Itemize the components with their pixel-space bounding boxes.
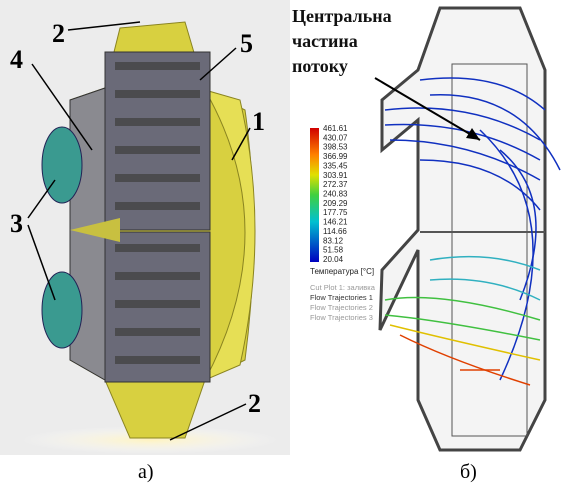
legend-item: Flow Trajectories 3 bbox=[310, 313, 373, 322]
label: 1 bbox=[252, 107, 265, 136]
legend-tick-label: 461.61 bbox=[323, 124, 348, 133]
legend-tick-label: 272.37 bbox=[323, 180, 348, 189]
legend-tick-label: 209.29 bbox=[323, 199, 348, 208]
caption: а) bbox=[138, 461, 154, 483]
render-a bbox=[0, 0, 290, 455]
legend-item: Flow Trajectories 1 bbox=[310, 293, 373, 302]
legend-tick-label: 146.21 bbox=[323, 218, 348, 227]
legend-tick-label: 335.45 bbox=[323, 161, 348, 170]
label: 5 bbox=[240, 29, 253, 58]
legend-tick-label: 366.99 bbox=[323, 152, 348, 161]
legend-tick-label: 177.75 bbox=[323, 208, 348, 217]
title-line: Центральна bbox=[292, 6, 392, 26]
label: 3 bbox=[10, 209, 23, 238]
legend-tick-label: 83.12 bbox=[323, 236, 344, 245]
title-line: частина bbox=[292, 31, 358, 51]
legend-tick-label: 303.91 bbox=[323, 171, 348, 180]
label: 2 bbox=[248, 389, 261, 418]
label: 4 bbox=[10, 45, 23, 74]
legend: 461.61430.07398.53366.99335.45303.91272.… bbox=[323, 124, 348, 264]
legend-tick-label: 398.53 bbox=[323, 143, 348, 152]
legend-unit: Температура [°C] bbox=[310, 267, 374, 276]
figure: 1 2 2 3 4 5 Центральна частина потоку 46… bbox=[0, 0, 584, 492]
title-line: потоку bbox=[292, 56, 348, 76]
legend-item: Cut Plot 1: заливка bbox=[310, 283, 376, 292]
legend-tick-label: 114.66 bbox=[323, 227, 347, 236]
legend-item: Flow Trajectories 2 bbox=[310, 303, 373, 312]
label: 2 bbox=[52, 19, 65, 48]
render-b bbox=[375, 8, 560, 450]
caption: б) bbox=[460, 461, 477, 483]
legend-tick-label: 430.07 bbox=[323, 133, 348, 142]
color-bar bbox=[310, 128, 319, 262]
legend-tick-label: 20.04 bbox=[323, 255, 344, 264]
legend-tick-label: 240.83 bbox=[323, 190, 348, 199]
legend-tick-label: 51.58 bbox=[323, 246, 344, 255]
